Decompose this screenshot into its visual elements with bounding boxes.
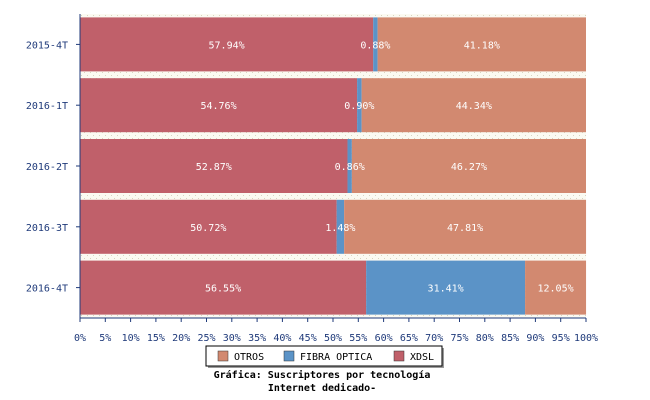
x-tick-label-25%: 25% (197, 333, 215, 344)
legend-swatch-fibra-optica (283, 350, 295, 362)
legend-label-fibra-optica: FIBRA OPTICA (300, 352, 372, 363)
x-tick-label-0%: 0% (74, 333, 86, 344)
category-label-2016-2T: 2016-2T (26, 162, 68, 173)
x-tick-label-80%: 80% (476, 333, 494, 344)
bar-fibra-optica-2016-2T (347, 139, 352, 193)
legend-swatch-xdsl (393, 350, 405, 362)
category-label-2016-4T: 2016-4T (26, 284, 68, 295)
data-label-fibra-optica-2016-4T: 31.41% (428, 284, 464, 295)
legend (205, 345, 443, 367)
legend-swatch-otros (217, 350, 229, 362)
x-tick-label-95%: 95% (552, 333, 570, 344)
bar-xdsl-2015-4T (80, 17, 374, 72)
chart-title-line2: Internet dedicado- (268, 382, 376, 394)
x-tick-label-65%: 65% (400, 333, 418, 344)
x-tick-label-20%: 20% (172, 333, 190, 344)
x-tick-label-90%: 90% (526, 333, 544, 344)
x-tick-label-40%: 40% (273, 333, 291, 344)
category-label-2015-4T: 2015-4T (26, 40, 68, 51)
bar-otros-2015-4T (377, 17, 586, 72)
bar-fibra-optica-2016-4T (366, 260, 526, 315)
data-label-xdsl-2016-3T: 50.72% (190, 223, 226, 234)
category-label-2016-3T: 2016-3T (26, 223, 68, 234)
chart-title-line1: Gráfica: Suscriptores por tecnología (214, 369, 431, 381)
x-tick-label-75%: 75% (450, 333, 468, 344)
data-label-fibra-optica-2016-2T: 0.86% (335, 162, 365, 173)
x-tick-label-15%: 15% (147, 333, 165, 344)
data-label-otros-2016-1T: 44.34% (456, 101, 492, 112)
bar-otros-2016-2T (351, 139, 586, 193)
bar-fibra-optica-2016-1T (357, 78, 362, 133)
data-label-otros-2016-4T: 12.05% (538, 284, 574, 295)
category-label-2016-1T: 2016-1T (26, 101, 68, 112)
x-tick-label-10%: 10% (122, 333, 140, 344)
x-tick-label-85%: 85% (501, 333, 519, 344)
x-tick-label-50%: 50% (324, 333, 342, 344)
bar-fibra-optica-2015-4T (373, 17, 378, 72)
data-label-xdsl-2016-4T: 56.55% (205, 284, 241, 295)
bar-xdsl-2016-3T (80, 199, 337, 254)
data-label-fibra-optica-2016-1T: 0.90% (344, 101, 374, 112)
x-tick-label-35%: 35% (248, 333, 266, 344)
bar-otros-2016-4T (525, 260, 587, 315)
x-tick-label-30%: 30% (223, 333, 241, 344)
bar-xdsl-2016-4T (80, 260, 367, 315)
data-label-otros-2016-3T: 47.81% (447, 223, 483, 234)
bar-otros-2016-1T (361, 78, 586, 133)
x-tick-label-100%: 100% (574, 333, 598, 344)
x-tick-label-45%: 45% (299, 333, 317, 344)
x-tick-label-70%: 70% (425, 333, 443, 344)
bar-xdsl-2016-1T (80, 78, 358, 133)
data-label-xdsl-2015-4T: 57.94% (209, 40, 245, 51)
bar-xdsl-2016-2T (80, 139, 348, 193)
data-label-xdsl-2016-2T: 52.87% (196, 162, 232, 173)
legend-label-otros: OTROS (234, 352, 264, 363)
x-tick-label-60%: 60% (375, 333, 393, 344)
data-label-fibra-optica-2016-3T: 1.48% (325, 223, 355, 234)
data-label-fibra-optica-2015-4T: 0.88% (360, 40, 390, 51)
legend-label-xdsl: XDSL (410, 352, 434, 363)
data-label-otros-2015-4T: 41.18% (464, 40, 500, 51)
bar-fibra-optica-2016-3T (336, 199, 345, 254)
data-label-xdsl-2016-1T: 54.76% (200, 101, 236, 112)
bar-otros-2016-3T (344, 199, 587, 254)
data-label-otros-2016-2T: 46.27% (451, 162, 487, 173)
x-tick-label-5%: 5% (99, 333, 111, 344)
x-tick-label-55%: 55% (349, 333, 367, 344)
